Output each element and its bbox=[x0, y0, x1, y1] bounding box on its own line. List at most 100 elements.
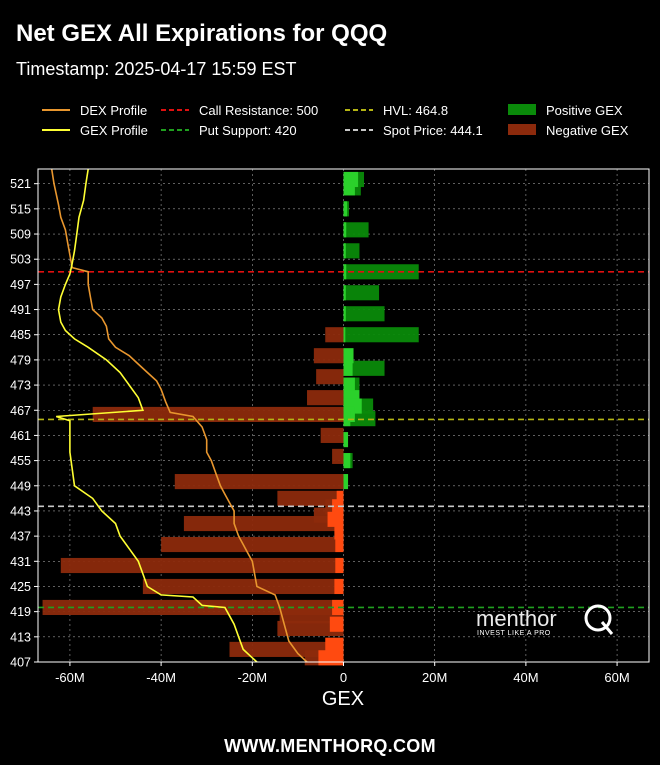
y-tick-label: 413 bbox=[10, 630, 31, 644]
gex-bar bbox=[313, 348, 344, 364]
gex-bright-bar bbox=[343, 348, 354, 364]
gex-bright-bar bbox=[343, 306, 346, 322]
y-tick-label: 425 bbox=[10, 580, 31, 594]
gex-bar bbox=[316, 369, 344, 385]
legend-label: Spot Price: 444.1 bbox=[383, 123, 483, 138]
y-tick-label: 509 bbox=[10, 228, 31, 242]
y-tick-label: 461 bbox=[10, 429, 31, 443]
gex-bar bbox=[343, 327, 419, 343]
y-tick-label: 467 bbox=[10, 404, 31, 418]
gex-bar bbox=[320, 427, 344, 443]
chart-title: Net GEX All Expirations for QQQ bbox=[16, 20, 388, 47]
y-tick-label: 515 bbox=[10, 202, 31, 216]
legend-label: Put Support: 420 bbox=[199, 123, 297, 138]
y-tick-label: 431 bbox=[10, 555, 31, 569]
gex-bright-bar bbox=[343, 360, 353, 376]
y-tick-label: 479 bbox=[10, 353, 31, 367]
y-tick-label: 449 bbox=[10, 479, 31, 493]
x-tick-label: -40M bbox=[146, 670, 176, 685]
x-tick-label: 40M bbox=[513, 670, 538, 685]
watermark-tagline: INVEST LIKE A PRO bbox=[477, 630, 551, 637]
legend-label: DEX Profile bbox=[80, 103, 147, 118]
gex-bar bbox=[343, 222, 369, 238]
gex-bar bbox=[174, 474, 344, 490]
gex-bright-bar bbox=[343, 432, 349, 448]
gex-bar bbox=[343, 306, 385, 322]
gex-bar bbox=[307, 390, 344, 406]
y-tick-label: 455 bbox=[10, 454, 31, 468]
gex-bright-bar bbox=[343, 377, 355, 393]
dex-profile-line bbox=[50, 168, 308, 663]
x-tick-label: -20M bbox=[237, 670, 267, 685]
legend-swatch bbox=[508, 104, 536, 115]
gex-bar bbox=[142, 578, 344, 595]
menthorq-watermark: menthor INVEST LIKE A PRO bbox=[476, 604, 614, 637]
gex-bar bbox=[343, 243, 360, 259]
gex-bar bbox=[92, 406, 344, 423]
gex-profile-line bbox=[55, 168, 258, 663]
gex-bright-bar bbox=[325, 637, 344, 653]
gex-bright-bar bbox=[343, 453, 351, 469]
gex-bright-bar bbox=[343, 180, 355, 196]
legend-label: Negative GEX bbox=[546, 123, 629, 138]
gex-bright-bar bbox=[332, 599, 344, 616]
profile-lines bbox=[50, 168, 308, 663]
gex-bar bbox=[279, 608, 344, 624]
x-axis-label: GEX bbox=[322, 688, 364, 710]
chart-timestamp: Timestamp: 2025-04-17 15:59 EST bbox=[16, 59, 297, 79]
gex-bar bbox=[343, 360, 385, 376]
legend-swatch bbox=[508, 124, 536, 135]
x-tick-label: 20M bbox=[422, 670, 447, 685]
legend-label: GEX Profile bbox=[80, 123, 148, 138]
y-tick-label: 473 bbox=[10, 379, 31, 393]
gex-bars bbox=[42, 171, 419, 666]
x-tick-label: 60M bbox=[604, 670, 629, 685]
gex-bar bbox=[277, 620, 344, 636]
gex-bright-bar bbox=[334, 578, 344, 595]
y-tick-label: 521 bbox=[10, 177, 31, 191]
x-axis-ticks: -60M -40M -20M 0 20M 40M 60M bbox=[55, 662, 630, 685]
y-tick-label: 503 bbox=[10, 253, 31, 267]
x-tick-label: 0 bbox=[340, 670, 347, 685]
y-tick-label: 491 bbox=[10, 303, 31, 317]
gex-bright-bar bbox=[332, 499, 344, 515]
y-axis-ticks: 407 413 419 425 431 437 443 449 455 461 467 473 479 4… bbox=[10, 177, 38, 670]
y-tick-label: 437 bbox=[10, 530, 31, 544]
gex-chart: DEX Profile GEX Profile Call Resistance: 5… bbox=[10, 103, 650, 710]
gex-bright-bar bbox=[343, 264, 347, 280]
gex-bright-bar bbox=[343, 474, 349, 490]
gex-bright-bar bbox=[343, 243, 346, 259]
y-tick-label: 485 bbox=[10, 328, 31, 342]
chart-legend: DEX Profile GEX Profile Call Resistance: 5… bbox=[42, 103, 629, 138]
gex-bright-bar bbox=[318, 650, 344, 666]
gex-bright-bar bbox=[343, 285, 346, 301]
gex-bright-bar bbox=[335, 536, 344, 553]
gex-bright-bar bbox=[343, 222, 347, 238]
gex-bright-bar bbox=[329, 616, 344, 632]
gex-bright-bar bbox=[343, 201, 348, 217]
gex-bar bbox=[161, 536, 344, 553]
gex-bright-bar bbox=[336, 490, 344, 506]
gex-bar bbox=[343, 285, 380, 301]
watermark-brand: menthor bbox=[476, 606, 557, 631]
footer-url: WWW.MENTHORQ.COM bbox=[224, 736, 436, 756]
y-tick-label: 497 bbox=[10, 278, 31, 292]
legend-label: Call Resistance: 500 bbox=[199, 103, 318, 118]
gex-bar bbox=[60, 557, 344, 574]
legend-label: Positive GEX bbox=[546, 103, 623, 118]
gex-bright-bar bbox=[343, 327, 346, 343]
gex-bright-bar bbox=[327, 511, 344, 527]
gex-bright-bar bbox=[343, 411, 351, 427]
gex-bar bbox=[325, 327, 344, 343]
level-lines bbox=[38, 270, 649, 609]
y-tick-label: 443 bbox=[10, 504, 31, 518]
gex-bright-bar bbox=[334, 524, 344, 540]
menthorq-logo-icon bbox=[584, 604, 614, 635]
x-tick-label: -60M bbox=[55, 670, 85, 685]
legend-label: HVL: 464.8 bbox=[383, 103, 448, 118]
gex-bar bbox=[183, 515, 344, 532]
gex-bright-bar bbox=[335, 557, 344, 574]
gex-bar bbox=[332, 448, 344, 464]
y-tick-label: 407 bbox=[10, 656, 31, 670]
y-tick-label: 419 bbox=[10, 605, 31, 619]
